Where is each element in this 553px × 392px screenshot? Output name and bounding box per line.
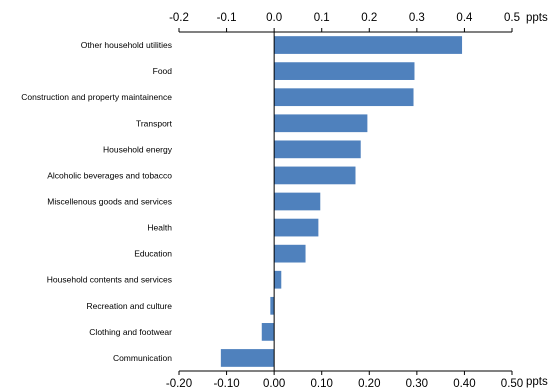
top-tick-label: 0.3 xyxy=(409,12,425,24)
category-label: Recreation and culture xyxy=(86,301,172,311)
bottom-tick-label: -0.10 xyxy=(213,378,239,390)
bar-1 xyxy=(274,62,415,80)
top-axis-ticks: -0.2 -0.1 0.0 0.1 0.2 0.3 0.4 0.5 xyxy=(169,12,520,32)
bars xyxy=(220,36,463,367)
top-tick-label: 0.0 xyxy=(266,12,282,24)
bar-7 xyxy=(274,218,319,237)
bar-2 xyxy=(274,88,414,107)
top-tick-label: 0.5 xyxy=(504,12,520,24)
bar-10 xyxy=(270,296,275,315)
category-label: Alcoholic beverages and tobacco xyxy=(47,170,172,180)
top-axis-unit: ppts xyxy=(526,12,548,24)
bottom-tick-label: 0.20 xyxy=(358,378,380,390)
category-label: Transport xyxy=(136,118,173,128)
category-label: Clothing and footwear xyxy=(89,327,172,337)
category-label: Other household utilities xyxy=(81,40,172,50)
category-label: Education xyxy=(134,249,172,259)
bar-6 xyxy=(274,192,321,211)
category-label: Construction and property maintainence xyxy=(21,92,172,102)
bottom-axis-ticks: -0.20 -0.10 0.00 0.10 0.20 0.30 0.40 0.50 xyxy=(166,371,523,390)
category-labels: Other household utilities Food Constructio… xyxy=(21,40,172,363)
bar-4 xyxy=(274,140,361,159)
bottom-tick-label: 0.10 xyxy=(311,378,333,390)
category-label: Household energy xyxy=(103,144,173,154)
top-tick-label: 0.1 xyxy=(314,12,330,24)
bottom-tick-label: 0.30 xyxy=(406,378,428,390)
category-label: Communication xyxy=(113,353,172,363)
bar-3 xyxy=(274,114,368,133)
bar-12 xyxy=(220,349,275,367)
bottom-tick-label: 0.40 xyxy=(453,378,475,390)
category-label: Health xyxy=(147,223,172,233)
top-tick-label: 0.4 xyxy=(456,12,473,24)
bar-5 xyxy=(274,166,356,185)
bar-11 xyxy=(261,323,275,341)
bottom-tick-label: 0.00 xyxy=(263,378,285,390)
category-label: Miscellenous goods and services xyxy=(47,197,172,207)
category-label: Food xyxy=(153,66,173,76)
bottom-tick-label: -0.20 xyxy=(166,378,192,390)
category-label: Household contents and services xyxy=(47,275,172,285)
top-tick-label: -0.1 xyxy=(217,12,237,24)
bar-8 xyxy=(274,244,306,263)
bottom-tick-label: 0.50 xyxy=(501,378,523,390)
bar-0 xyxy=(274,36,463,54)
top-tick-label: 0.2 xyxy=(361,12,377,24)
bottom-axis-unit: ppts xyxy=(526,376,548,388)
bar-9 xyxy=(274,270,282,289)
top-tick-label: -0.2 xyxy=(169,12,189,24)
